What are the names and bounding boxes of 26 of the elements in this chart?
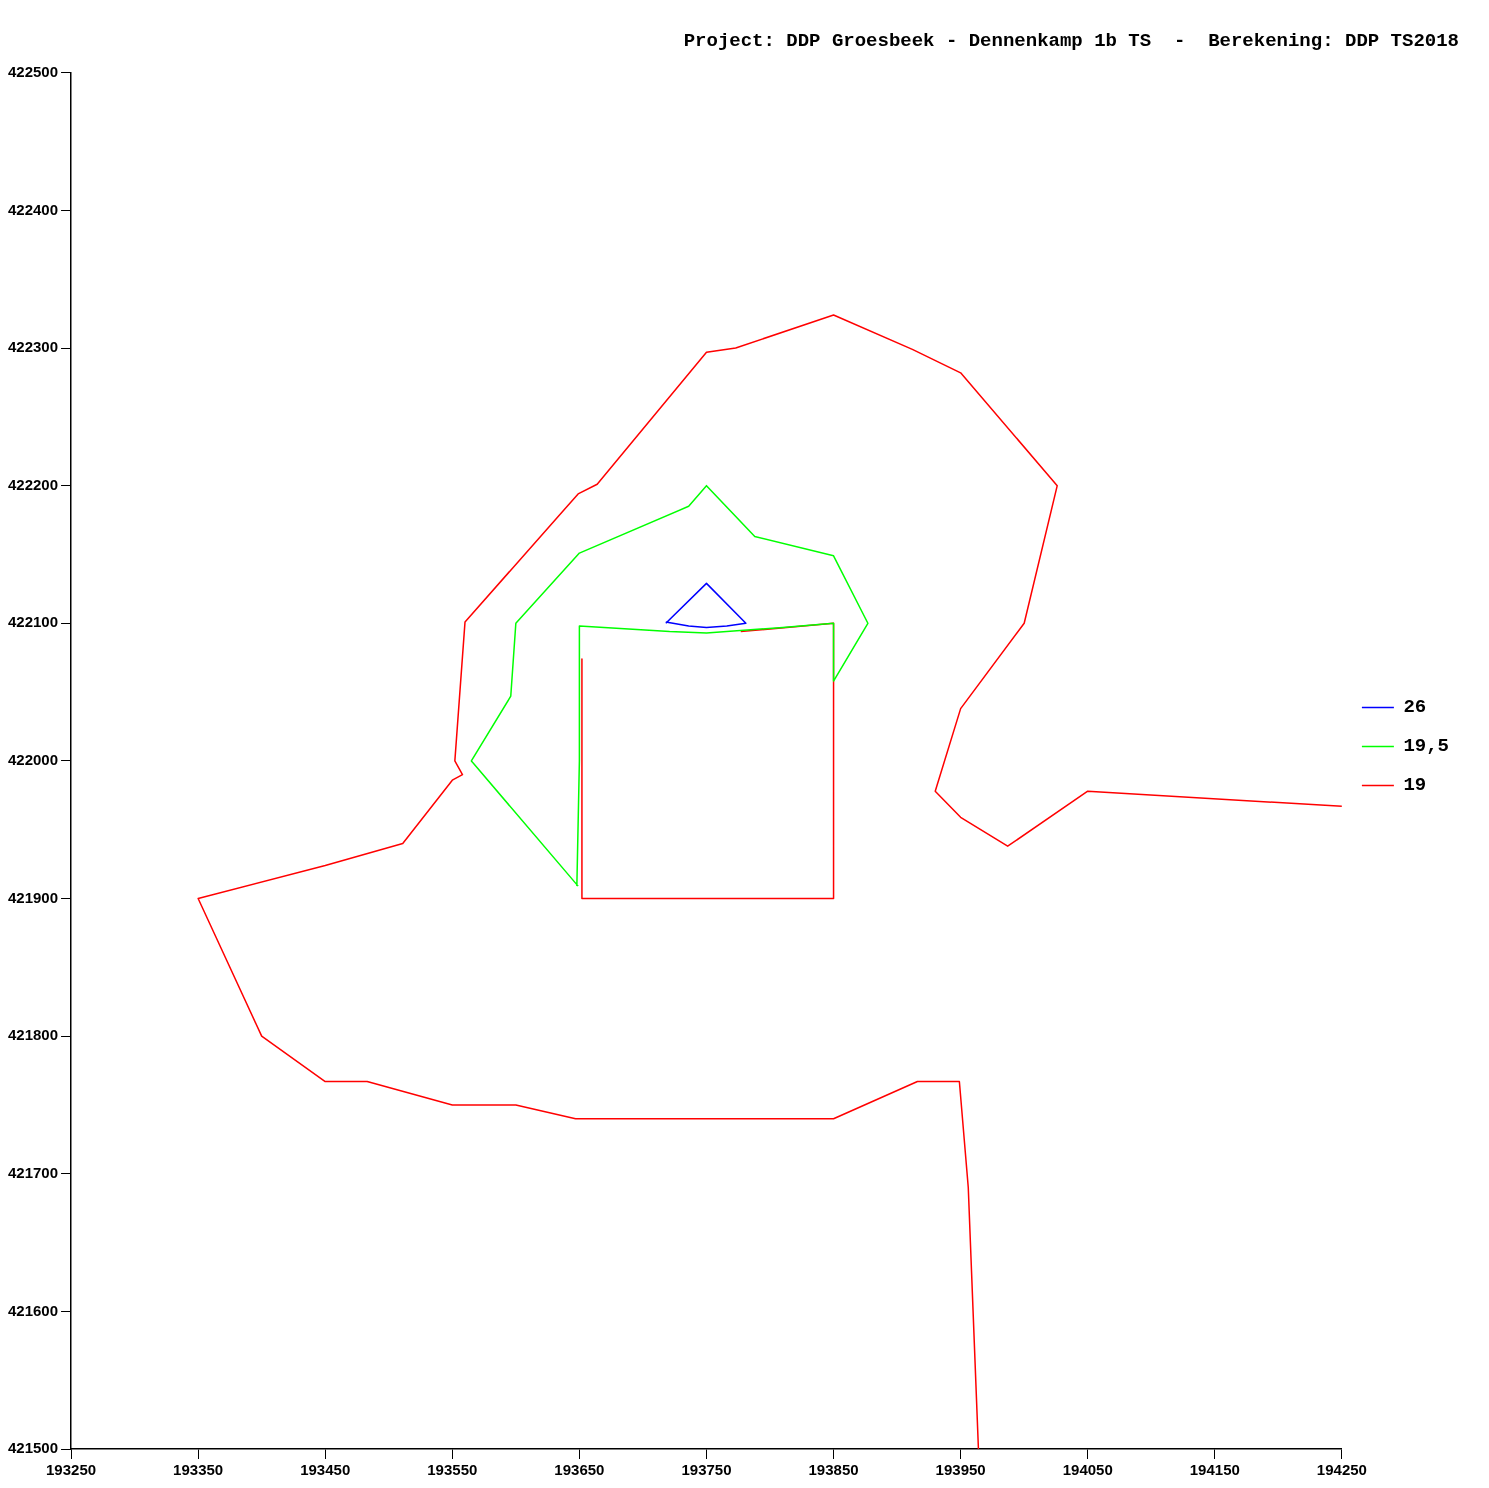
y-tick-label: 422100 — [7, 613, 59, 631]
x-tick-label: 193550 — [427, 1461, 478, 1479]
x-tick-label: 194250 — [1316, 1461, 1367, 1479]
x-tick-label: 193850 — [808, 1461, 859, 1479]
y-tick-label: 421600 — [7, 1301, 59, 1319]
y-tick-label: 422500 — [7, 62, 59, 80]
x-tick-label: 193450 — [300, 1461, 351, 1479]
x-tick-label: 193950 — [935, 1461, 986, 1479]
x-tick-label: 194050 — [1062, 1461, 1113, 1479]
legend-label: 19,5 — [1403, 735, 1449, 758]
chart-title: Project: DDP Groesbeek - Dennenkamp 1b TS - Berekening: DDP TS2018 — [683, 30, 1459, 53]
y-tick-label: 421900 — [7, 888, 59, 906]
legend-label: 26 — [1403, 696, 1427, 719]
x-tick-label: 193750 — [681, 1461, 732, 1479]
x-tick-label: 193250 — [46, 1461, 97, 1479]
x-tick-label: 193650 — [554, 1461, 605, 1479]
x-tick-label: 193350 — [173, 1461, 224, 1479]
y-tick-label: 422400 — [7, 200, 59, 218]
y-tick-label: 421800 — [7, 1026, 59, 1044]
y-tick-label: 421500 — [7, 1439, 59, 1457]
legend-label: 19 — [1403, 774, 1427, 797]
y-tick-label: 422200 — [7, 475, 59, 493]
y-tick-label: 422000 — [7, 751, 59, 769]
y-tick-label: 422300 — [7, 338, 59, 356]
y-tick-label: 421700 — [7, 1163, 59, 1181]
x-tick-label: 194150 — [1189, 1461, 1240, 1479]
